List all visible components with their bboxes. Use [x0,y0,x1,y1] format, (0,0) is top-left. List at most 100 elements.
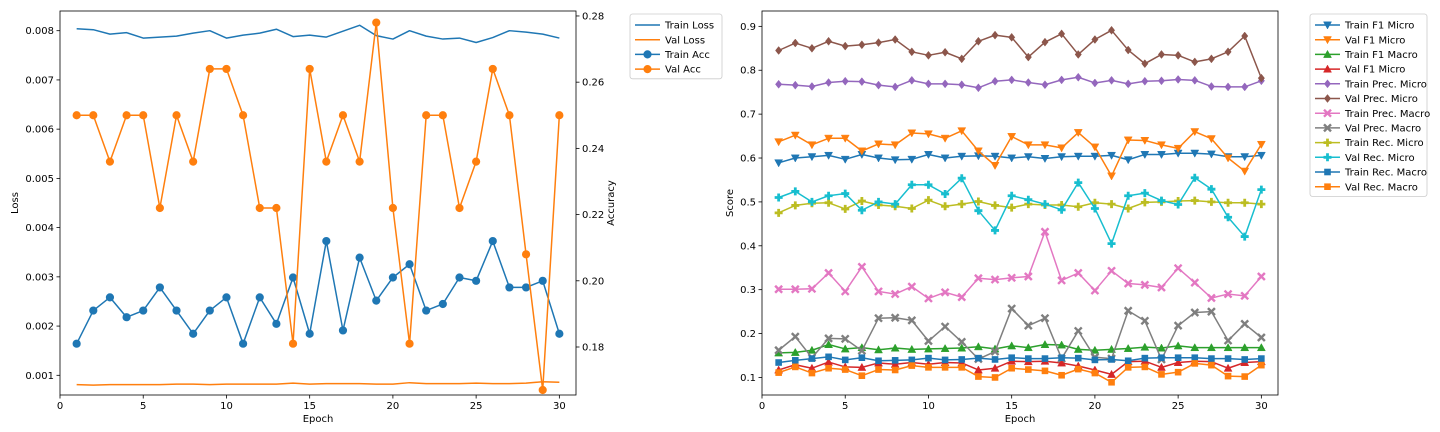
data-point [975,373,982,380]
legend-marker [1323,36,1332,45]
marker-stroke [1240,291,1250,301]
series-train-acc [72,236,564,348]
legend-label: Train Rec. Micro [1344,138,1424,149]
data-point [1223,154,1233,163]
data-point [388,273,398,282]
data-point [1057,153,1067,162]
data-point [841,366,849,373]
legend: Train Loss Val Loss Train Acc Val Acc [629,13,723,80]
data-point [874,197,883,206]
y-tick-label: 0.6 [740,154,756,165]
marker-stroke [974,273,983,283]
data-point [941,190,950,199]
legend-item: Val F1 Micro [1315,64,1405,76]
data-point [1157,151,1166,160]
data-point [940,322,950,331]
data-point [1025,366,1032,373]
data-point [790,154,800,163]
data-point [1040,155,1050,163]
series-line [76,21,561,391]
legend-item: Train F1 Micro [1315,21,1414,32]
data-point [890,156,900,165]
data-point [858,77,866,87]
data-point [925,354,932,362]
data-point [122,111,131,120]
data-point [1241,373,1249,380]
legend-label: Train F1 Micro [1344,21,1414,32]
series-train-f1-macro [774,340,1266,357]
marker-stroke [1057,276,1066,285]
legend-item: Val Rec. Macro [1315,182,1418,193]
legend-marker [643,65,652,74]
data-point [1007,154,1017,163]
data-point [172,306,181,315]
data-point [1023,321,1033,331]
data-point [1257,185,1266,194]
data-point [1041,355,1049,362]
data-point [1007,133,1017,142]
legend-item: Train Rec. Micro [1315,138,1424,149]
data-point [372,296,381,305]
legend-label: Val Acc [665,65,701,76]
data-point [973,147,983,156]
data-point [238,111,248,120]
data-point [874,287,883,296]
data-point [941,356,949,364]
marker-stroke [1123,279,1133,288]
marker-stroke [1173,263,1183,273]
data-point [1207,82,1215,91]
data-point [841,204,850,213]
legend-marker [1323,153,1332,162]
data-point [1090,286,1100,295]
data-point [857,346,867,356]
data-point [840,155,850,164]
data-point [155,283,164,292]
data-point [907,155,917,164]
data-point [1173,341,1183,350]
data-point [775,359,782,366]
data-point [1206,135,1216,144]
marker-stroke [1040,313,1050,323]
data-point [1191,360,1199,367]
legend-marker [643,50,652,59]
data-point [991,374,999,381]
data-point [807,197,816,206]
data-point [924,180,933,189]
data-point [422,111,431,120]
series-val-acc [72,18,564,395]
data-point [1058,371,1065,379]
data-point [1158,371,1165,378]
marker-stroke [907,282,917,291]
data-point [840,344,850,353]
data-point [1074,50,1082,59]
marker-stroke [1007,273,1017,283]
data-point [1190,278,1200,288]
marker-stroke [807,284,817,294]
data-point [205,64,214,74]
data-point [1057,144,1067,153]
x-tick-label: 10 [220,401,233,412]
data-point [521,250,531,259]
data-point [924,196,933,205]
data-point [1174,354,1182,361]
data-point [857,147,867,156]
series-line [778,343,1262,354]
data-point [1107,172,1116,181]
data-point [205,306,214,315]
data-point [1040,141,1050,150]
data-point [1123,279,1133,288]
data-point [1041,367,1049,375]
data-point [1240,232,1249,241]
data-point [1007,304,1017,313]
data-point [924,294,933,303]
data-point [355,157,364,166]
data-point [990,162,1000,170]
data-point [841,356,849,364]
data-point [1240,167,1250,176]
data-point [1123,306,1133,316]
series-line [778,307,1262,361]
legend-label: Train Prec. Macro [1344,109,1430,120]
data-point [857,362,867,371]
data-point [1241,31,1249,41]
data-point [957,337,967,347]
